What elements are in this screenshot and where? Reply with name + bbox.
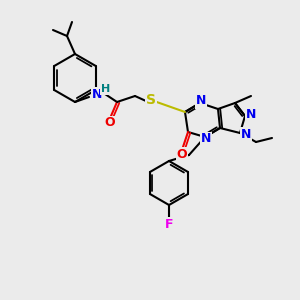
Text: N: N bbox=[92, 88, 102, 100]
Text: N: N bbox=[196, 94, 206, 107]
Text: O: O bbox=[177, 148, 187, 160]
Text: F: F bbox=[165, 218, 173, 230]
Text: N: N bbox=[246, 109, 256, 122]
Text: N: N bbox=[201, 133, 211, 146]
Text: O: O bbox=[105, 116, 115, 130]
Text: H: H bbox=[101, 84, 111, 94]
Text: N: N bbox=[241, 128, 251, 140]
Text: S: S bbox=[146, 93, 156, 107]
